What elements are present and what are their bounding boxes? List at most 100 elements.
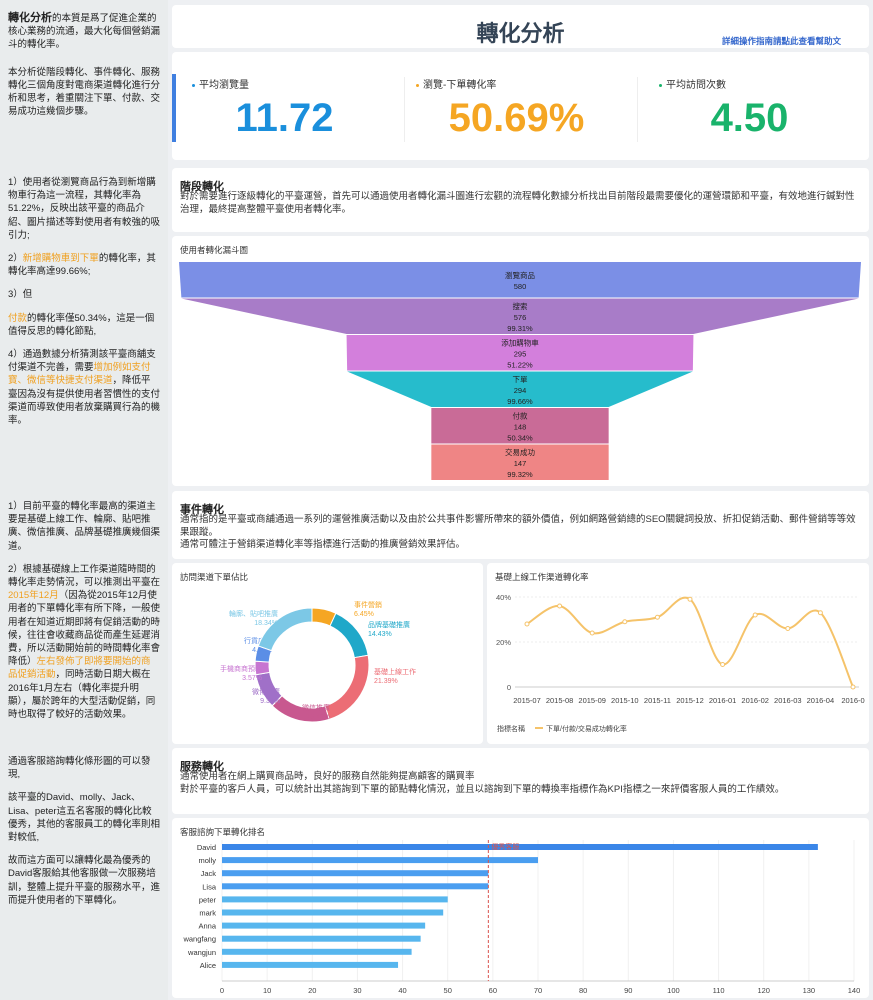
funnel-stage-label: 99.32% [507,470,533,479]
x-tick-label: 90 [624,986,632,995]
pie-slice-name: 手機商商預裝 [220,664,262,673]
left-commentary: 轉化分析的本質是爲了促進企業的核心業務的流通，最大化每個營銷漏斗的轉化率。 本分… [0,0,168,1000]
funnel-stage-label: 添加購物車 [501,337,539,347]
funnel-stage-label: 294 [514,386,527,395]
y-tick-label: 40% [496,593,511,602]
y-category-label: Lisa [202,882,217,891]
y-category-label: wangjun [187,948,216,957]
section-text: 對於需要進行逐級轉化的平臺運營，首先可以通過使用者轉化漏斗圖進行宏觀的流程轉化數… [180,191,855,215]
help-link[interactable]: 詳細操作指南請點此查看幫助文 [721,36,841,46]
pie-slice-name: 微博推廣 [252,687,280,696]
line-chart-card: 基礎上線工作渠道轉化率 0 20% 40% 2015-07 2015-08 2015-09… [487,563,869,744]
x-tick-label: 2015-10 [611,696,639,705]
x-tick-label: 20 [308,986,316,995]
section-text-line: 對於平臺的客戶人員，可以統計出其諮詢到下單的節點轉化情況，並且以諮詢到下單的轉換… [180,783,785,795]
pie-slice-value: 14.43% [368,631,392,638]
x-tick-label: 2015-07 [513,696,541,705]
section-text-line: 通常使用者在網上購買商品時，良好的服務自然能夠提高顧客的購買率 [180,771,475,782]
x-tick-label: 2015-11 [644,696,671,705]
kpi-divider [404,77,405,142]
kpi-label: 瀏覽-下單轉化率 [423,80,497,91]
y-category-label: Jack [201,869,217,878]
x-tick-label: 60 [489,986,497,995]
x-tick-label: 110 [713,986,725,995]
pie-slice-name: 微信推廣 [302,703,330,712]
funnel-stage-label: 148 [514,422,527,431]
pie-slice-name: 品牌基礎推廣 [368,620,410,629]
service-point-2: 該平臺的David、molly、Jack、Lisa、peter這五名客服的轉化比… [8,792,161,844]
y-category-label: Alice [200,961,216,970]
average-label: 優秀客服 [491,842,519,851]
data-point [752,612,758,618]
pie-slice [329,612,369,659]
intro-paragraph: 本分析從階段轉化、事件轉化、服務轉化三個角度對電商渠道轉化進行分析和思考，着重關… [8,66,161,118]
chart-title: 使用者轉化漏斗圖 [180,245,249,255]
chart-title: 客服諮詢下單轉化排名 [180,827,266,837]
data-point [850,684,856,690]
bar [222,961,399,968]
x-tick-label: 2016-04 [807,696,835,705]
y-category-label: Anna [198,922,216,931]
kpi-view-order-rate: 瀏覽-下單轉化率 50.69% [404,74,629,154]
y-tick-label: 20% [496,638,511,647]
y-category-label: peter [199,895,217,904]
funnel-stage [347,371,693,407]
x-tick-label: 2016-0 [841,696,864,705]
x-tick-label: 2015-12 [676,696,704,705]
stage-section: 階段轉化 對於需要進行逐級轉化的平臺運營，首先可以通過使用者轉化漏斗圖進行宏觀的… [172,168,869,232]
kpi-label: 平均訪問次數 [666,80,726,91]
bar [222,896,448,903]
funnel-stage-label: 50.34% [507,433,533,442]
pie-slice-value: 3.57% [242,675,262,682]
pie-slice [257,607,313,652]
event-point-1: 1）目前平臺的轉化率最高的渠道主要是基礎上線工作、輪廓、貼吧推廣、微信推廣、品牌… [8,501,161,552]
funnel-stage-label: 51.22% [507,360,533,369]
event-point-2: 2）根據基礎線上工作渠道隨時間的轉化率走勢情況，可以推測出平臺在2015年12月… [8,563,161,721]
x-tick-label: 50 [444,986,452,995]
stage-commentary: 1）使用者從瀏覽商品行為到新增購物車行為這一流程，其轉化率為51.22%，反映出… [8,176,160,437]
funnel-stage-label: 580 [514,282,527,291]
chart-title: 訪問渠道下單佔比 [180,572,249,582]
stage-point-3b: 付款的轉化率僅50.34%，這是一個值得反思的轉化節點, [8,312,155,337]
section-text-line: 通常可體注于營銷渠道轉化率等指標進行活動的推廣營銷效果評估。 [180,539,466,550]
funnel-stage-label: 576 [514,313,527,322]
stage-point-4: 4）通過數據分析猜測該平臺商舖支付渠道不完善，需要增加例如支付寶、微信等快捷支付… [8,349,161,427]
dot-icon [192,83,195,87]
pie-slice-value: 16.13% [306,714,330,721]
series-line [526,596,854,688]
funnel-stage-label: 付款 [513,410,528,420]
funnel-stage-label: 99.31% [507,324,533,333]
bar [222,948,412,955]
x-tick-label: 30 [353,986,361,995]
service-section: 服務轉化 通常使用者在網上購買商品時，良好的服務自然能夠提高顧客的購買率 對於平… [172,748,869,814]
kpi-value: 11.72 [235,96,334,140]
pie-chart: 事件營銷 6.45% 品牌基礎推廣 14.43% 基礎上線工作 21.39% 微信推廣 16.… [220,600,416,723]
x-tick-label: 40 [398,986,406,995]
funnel-stage-label: 295 [514,349,527,358]
x-tick-label: 70 [534,986,542,995]
y-category-label: David [197,843,216,852]
y-tick-label: 0 [507,683,511,692]
funnel-stage-label: 瀏覽商品 [505,270,535,280]
x-tick-label: 120 [757,986,770,995]
stage-point-1: 1）使用者從瀏覽商品行為到新增購物車行為這一流程，其轉化率為51.22%，反映出… [8,177,161,241]
kpi-avg-views: 平均瀏覽量 11.72 [172,74,397,154]
funnel-chart-card: 使用者轉化漏斗圖 瀏覽商品 580 搜索 576 99.31% 添加購物車 295 51.22… [172,236,869,486]
funnel-chart: 瀏覽商品 580 搜索 576 99.31% 添加購物車 295 51.22% 下單 294 99.… [179,262,861,480]
service-commentary: 通過客服諮詢轉化條形圖的可以發現, 該平臺的David、molly、Jack、L… [8,755,160,917]
service-point-1: 通過客服諮詢轉化條形圖的可以發現, [8,756,151,781]
x-tick-label: 2015-08 [546,696,574,705]
data-point [622,619,628,625]
x-tick-label: 2016-01 [709,696,737,705]
pie-slice-value: 4.07% [252,647,272,654]
x-tick-label: 80 [579,986,587,995]
funnel-stage-label: 搜索 [513,301,528,311]
funnel-stage [179,262,861,298]
pie-slice-value: 9.34% [260,698,280,705]
stage-point-2: 2）新增購物車到下單的轉化率，其轉化率高達99.66%; [8,253,156,278]
funnel-stage [346,335,694,371]
bar [222,922,426,929]
funnel-stage-label: 交易成功 [505,447,535,457]
data-point [654,614,660,620]
section-title: 階段轉化 [180,181,224,193]
